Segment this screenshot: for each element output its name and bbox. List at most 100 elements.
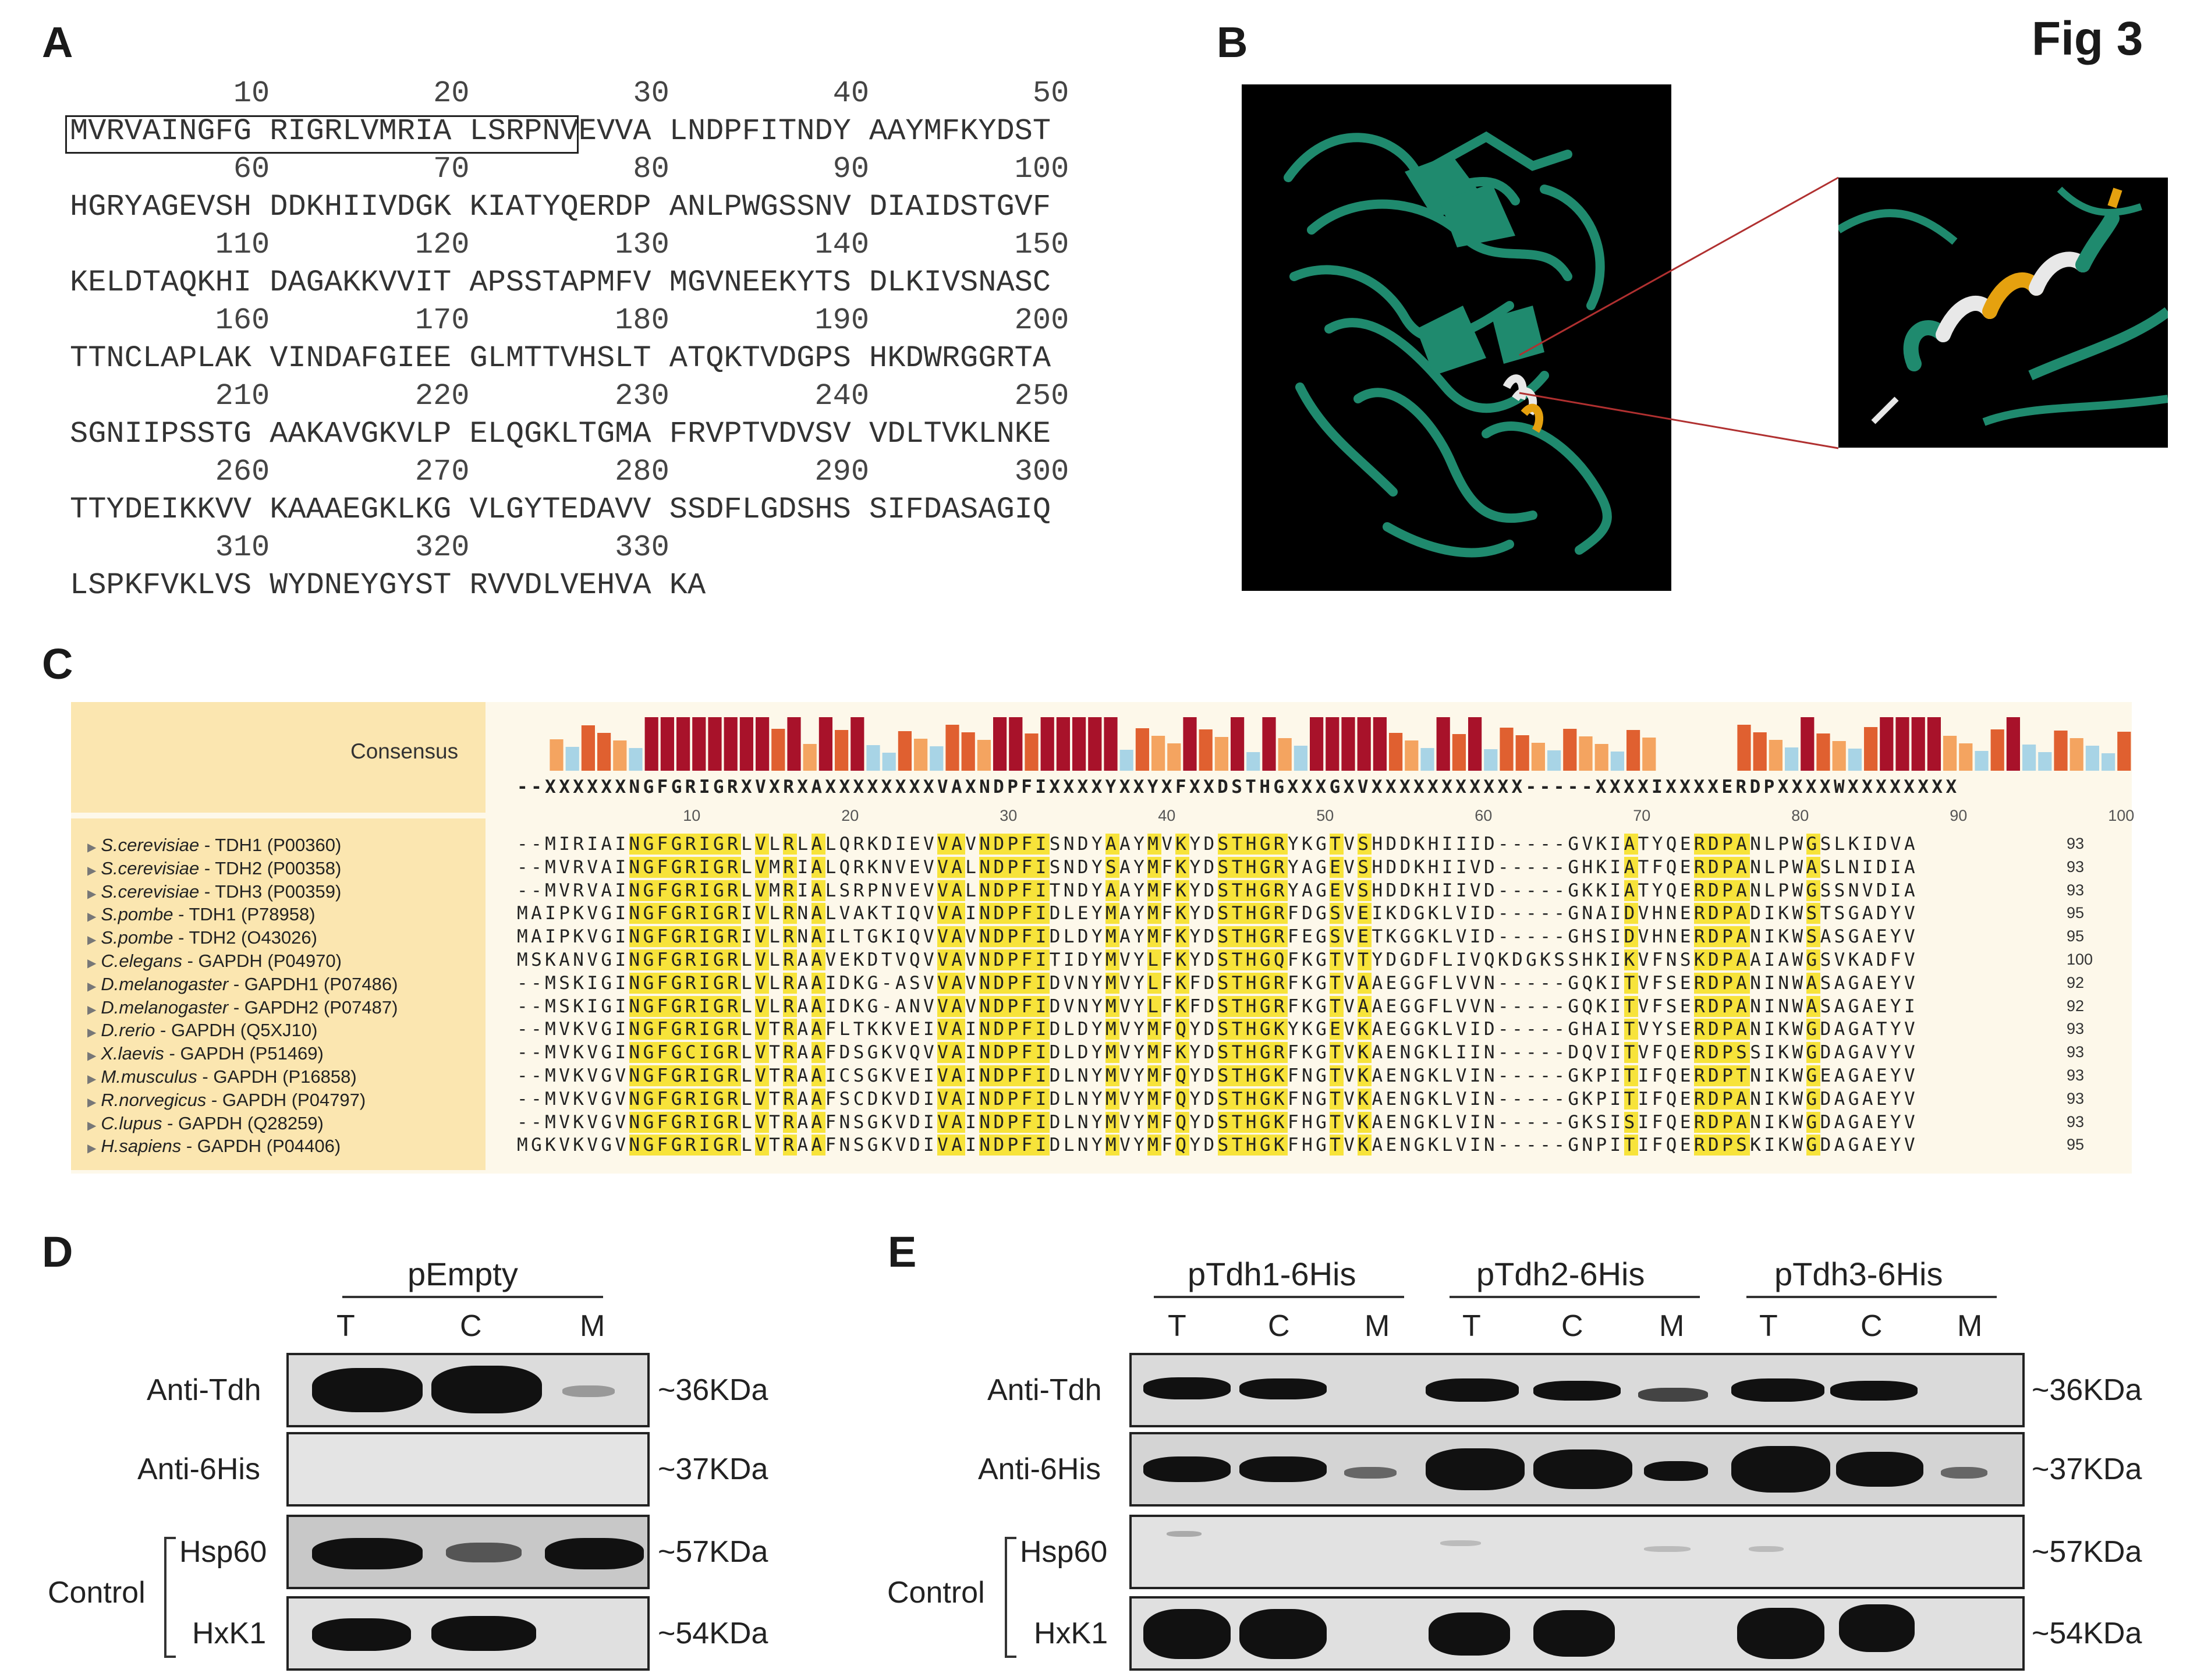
blot-e-hxk1 bbox=[1129, 1596, 2025, 1671]
alignment-row: MAIPKVGINGFGRIGRIVLRNAILTGKIQVVAVNDPFIDL… bbox=[517, 926, 1919, 948]
panel-label-e: E bbox=[888, 1228, 917, 1276]
gene-name: - GAPDH (P04406) bbox=[181, 1136, 341, 1157]
species-name: S.cerevisiae bbox=[101, 835, 200, 855]
blot-d-anti-6his bbox=[286, 1432, 650, 1507]
conservation-bar bbox=[1911, 717, 1925, 771]
conservation-bar bbox=[1294, 746, 1307, 771]
conservation-bar bbox=[1737, 725, 1751, 771]
species-entry[interactable]: ▶ R.norvegicus - GAPDH (P04797) bbox=[87, 1090, 366, 1111]
band bbox=[1167, 1531, 1202, 1537]
conservation-bar bbox=[1468, 717, 1482, 771]
conservation-bar bbox=[1943, 736, 1957, 771]
expand-triangle-icon[interactable]: ▶ bbox=[87, 1073, 97, 1086]
expand-triangle-icon[interactable]: ▶ bbox=[87, 864, 97, 877]
ruler-tick: 10 bbox=[683, 807, 701, 824]
expand-triangle-icon[interactable]: ▶ bbox=[87, 887, 97, 901]
alignment-row: --MIRIAINGFGRIGRLVLRLALQRKDIEVVAVNDPFISN… bbox=[517, 834, 1919, 855]
species-entry[interactable]: ▶ C.lupus - GAPDH (Q28259) bbox=[87, 1113, 324, 1134]
gene-name: - GAPDH (Q28259) bbox=[162, 1112, 324, 1133]
sequence-length: 93 bbox=[2067, 1089, 2085, 1107]
species-name: C.elegans bbox=[101, 951, 182, 971]
alignment-row: --MSKIGINGFGRIGRLVLRAAIDKG-ANVVAVNDPFIDV… bbox=[517, 995, 1919, 1017]
species-entry[interactable]: ▶ S.cerevisiae - TDH1 (P00360) bbox=[87, 835, 341, 856]
seq-numbers: 310 320 330 bbox=[70, 530, 669, 565]
conservation-bar bbox=[914, 739, 928, 771]
species-entry[interactable]: ▶ S.pombe - TDH1 (P78958) bbox=[87, 904, 316, 925]
species-entry[interactable]: ▶ D.melanogaster - GAPDH2 (P07487) bbox=[87, 997, 398, 1018]
alignment-row: --MVKVGINGFGCIGRLVTRAAFDSGKVQVVAINDPFIDL… bbox=[517, 1042, 1919, 1064]
expand-triangle-icon[interactable]: ▶ bbox=[87, 1119, 97, 1132]
gene-name: - GAPDH (P16858) bbox=[197, 1066, 357, 1087]
expand-triangle-icon[interactable]: ▶ bbox=[87, 934, 97, 947]
species-entry[interactable]: ▶ D.rerio - GAPDH (Q5XJ10) bbox=[87, 1020, 317, 1041]
control-label: Control bbox=[887, 1576, 985, 1610]
expand-triangle-icon[interactable]: ▶ bbox=[87, 1142, 97, 1156]
conservation-bar bbox=[1357, 717, 1371, 771]
row-label-hsp60: Hsp60 bbox=[179, 1535, 267, 1569]
conservation-bar bbox=[866, 745, 880, 771]
expand-triangle-icon[interactable]: ▶ bbox=[87, 957, 97, 970]
sequence-length: 93 bbox=[2067, 1020, 2085, 1038]
species-list: ▶ S.cerevisiae - TDH1 (P00360) ▶ S.cerevisi… bbox=[71, 818, 486, 1170]
conservation-bar bbox=[565, 747, 579, 771]
conservation-bar bbox=[2102, 753, 2115, 771]
species-name: D.rerio bbox=[101, 1020, 155, 1041]
alignment-row: --MSKIGINGFGRIGRLVLRAAIDKG-ASVVAVNDPFIDV… bbox=[517, 972, 1919, 994]
kda-label: ~37KDa bbox=[658, 1452, 768, 1486]
band bbox=[1737, 1608, 1824, 1659]
control-label: Control bbox=[48, 1576, 146, 1610]
row-label-hxk1: HxK1 bbox=[1034, 1617, 1108, 1650]
control-bracket bbox=[164, 1537, 176, 1658]
conservation-bar bbox=[1452, 734, 1466, 771]
alignment-panel: Consensus --XXXXXXNGFGRIGRXVXRXAXXXXXXXX… bbox=[71, 702, 2134, 1174]
conservation-bar bbox=[1025, 733, 1039, 771]
conservation-bar bbox=[756, 717, 770, 771]
conservation-bar bbox=[708, 717, 722, 771]
expand-triangle-icon[interactable]: ▶ bbox=[87, 1050, 97, 1063]
conservation-bar bbox=[1880, 717, 1894, 771]
species-name: H.sapiens bbox=[101, 1136, 182, 1157]
conservation-bar bbox=[581, 725, 595, 771]
species-entry[interactable]: ▶ S.cerevisiae - TDH2 (P00358) bbox=[87, 858, 341, 879]
conservation-bar bbox=[1816, 733, 1830, 771]
species-entry[interactable]: ▶ S.pombe - TDH2 (O43026) bbox=[87, 927, 317, 948]
conservation-bars bbox=[550, 717, 2131, 771]
sequence-length: 93 bbox=[2067, 1066, 2085, 1084]
conservation-bar bbox=[1246, 752, 1260, 771]
species-name: S.pombe bbox=[101, 927, 173, 948]
species-entry[interactable]: ▶ C.elegans - GAPDH (P04970) bbox=[87, 951, 342, 972]
conservation-bar bbox=[1119, 750, 1133, 771]
blot-d-hsp60 bbox=[286, 1515, 650, 1589]
band bbox=[1440, 1540, 1481, 1546]
expand-triangle-icon[interactable]: ▶ bbox=[87, 1096, 97, 1109]
row-label-hsp60: Hsp60 bbox=[1020, 1535, 1108, 1569]
conservation-bar bbox=[739, 717, 753, 771]
species-entry[interactable]: ▶ M.musculus - GAPDH (P16858) bbox=[87, 1066, 357, 1087]
conservation-bar bbox=[1262, 717, 1276, 771]
species-entry[interactable]: ▶ D.melanogaster - GAPDH1 (P07486) bbox=[87, 974, 398, 995]
expand-triangle-icon[interactable]: ▶ bbox=[87, 980, 97, 993]
group-underline bbox=[1154, 1296, 1404, 1298]
conservation-bar bbox=[1547, 750, 1561, 771]
lane-label: T bbox=[1168, 1309, 1186, 1343]
gene-name: - GAPDH (P51469) bbox=[164, 1043, 324, 1064]
band bbox=[1239, 1609, 1327, 1659]
expand-triangle-icon[interactable]: ▶ bbox=[87, 1003, 97, 1016]
conservation-bar bbox=[1072, 717, 1086, 771]
band bbox=[1533, 1449, 1632, 1489]
helix-zoom-image bbox=[1836, 178, 2171, 448]
species-entry[interactable]: ▶ X.laevis - GAPDH (P51469) bbox=[87, 1043, 324, 1064]
expand-triangle-icon[interactable]: ▶ bbox=[87, 1026, 97, 1040]
seq-line: MVRVAINGFG RIGRLVMRIA LSRPNVEVVA LNDPFIT… bbox=[70, 114, 1051, 148]
species-entry[interactable]: ▶ S.cerevisiae - TDH3 (P00359) bbox=[87, 881, 341, 902]
species-entry[interactable]: ▶ H.sapiens - GAPDH (P04406) bbox=[87, 1136, 341, 1157]
expand-triangle-icon[interactable]: ▶ bbox=[87, 841, 97, 854]
expand-triangle-icon[interactable]: ▶ bbox=[87, 910, 97, 924]
species-name: S.cerevisiae bbox=[101, 881, 200, 902]
conservation-bar bbox=[1199, 729, 1213, 771]
conservation-bar bbox=[1009, 717, 1023, 771]
conservation-bar bbox=[787, 717, 801, 771]
band bbox=[562, 1385, 615, 1397]
blot-d-anti-tdh bbox=[286, 1353, 650, 1427]
conservation-bar bbox=[1135, 728, 1149, 771]
